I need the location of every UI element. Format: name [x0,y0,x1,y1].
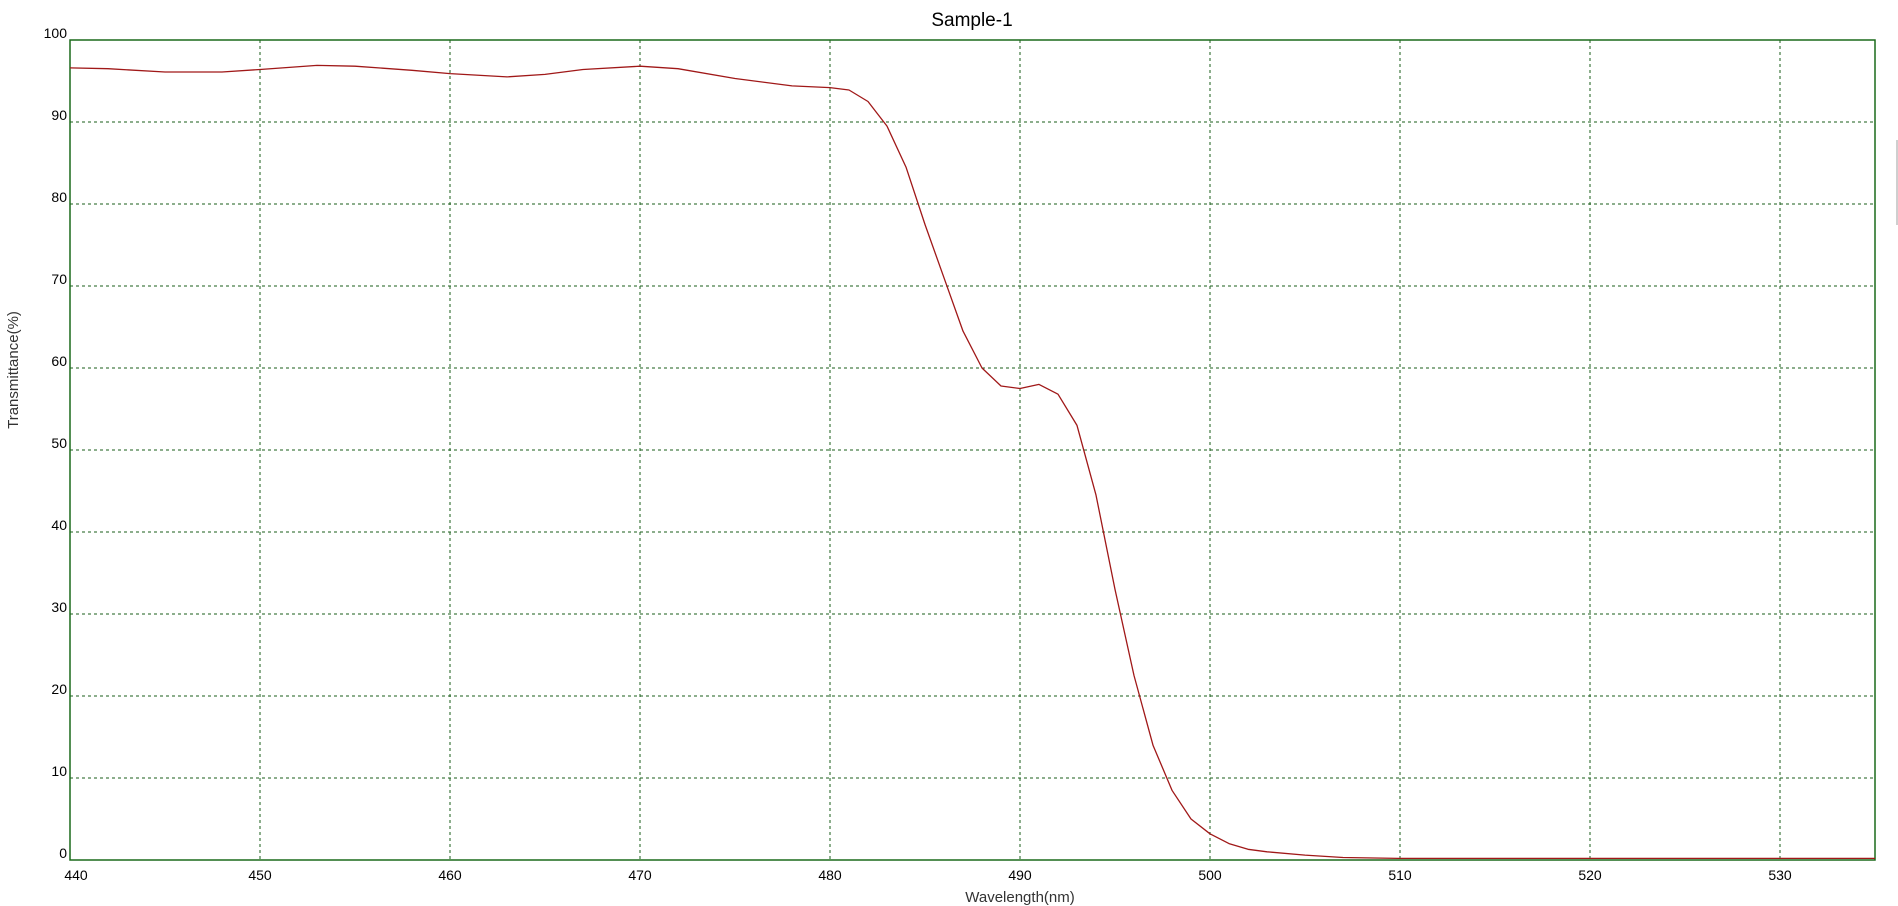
x-tick-label: 480 [818,867,842,883]
x-tick-label: 490 [1008,867,1032,883]
y-tick-label: 30 [51,599,67,615]
x-tick-label: 450 [248,867,272,883]
y-tick-label: 70 [51,271,67,287]
x-tick-label: 530 [1768,867,1792,883]
chart-title: Sample-1 [931,10,1012,31]
x-tick-labels: 440 450 460 470 480 490 500 510 520 530 [64,867,1792,883]
x-tick-label: 500 [1198,867,1222,883]
y-tick-label: 50 [51,435,67,451]
y-tick-label: 0 [59,845,67,861]
y-tick-label: 90 [51,107,67,123]
y-tick-labels: 0 10 20 30 40 50 60 70 80 90 100 [44,25,68,861]
plot-frame [69,39,1876,861]
y-tick-label: 100 [44,25,68,41]
x-tick-label: 470 [628,867,652,883]
x-tick-label: 520 [1578,867,1602,883]
series-layer [69,64,1875,860]
y-tick-label: 60 [51,353,67,369]
x-tick-label: 440 [64,867,88,883]
y-tick-label: 10 [51,763,67,779]
y-tick-label: 40 [51,517,67,533]
y-axis-label: Transmittance(%) [5,311,22,429]
x-axis-label: Wavelength(nm) [965,889,1074,906]
grid [70,40,1875,860]
x-tick-label: 460 [438,867,462,883]
y-tick-label: 20 [51,681,67,697]
y-tick-label: 80 [51,189,67,205]
transmittance-line [69,64,1875,860]
x-tick-label: 510 [1388,867,1412,883]
